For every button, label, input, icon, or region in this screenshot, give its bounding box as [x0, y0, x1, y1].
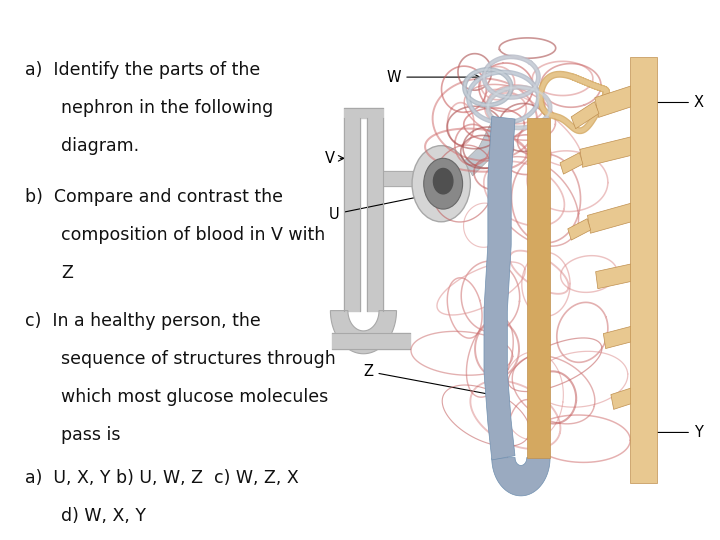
- Text: pass is: pass is: [61, 426, 121, 444]
- Polygon shape: [484, 117, 515, 460]
- Text: Z: Z: [364, 364, 500, 398]
- Circle shape: [433, 168, 453, 194]
- Text: sequence of structures through: sequence of structures through: [61, 350, 336, 368]
- Polygon shape: [492, 457, 550, 496]
- Polygon shape: [568, 219, 590, 240]
- Polygon shape: [630, 57, 657, 483]
- Text: d) W, X, Y: d) W, X, Y: [61, 507, 146, 525]
- Text: a)  U, X, Y b) U, W, Z  c) W, Z, X: a) U, X, Y b) U, W, Z c) W, Z, X: [25, 469, 299, 487]
- Text: nephron in the following: nephron in the following: [61, 99, 274, 117]
- Polygon shape: [603, 323, 644, 348]
- Text: composition of blood in V with: composition of blood in V with: [61, 226, 325, 244]
- Text: a)  Identify the parts of the: a) Identify the parts of the: [25, 61, 261, 79]
- Polygon shape: [560, 153, 583, 174]
- Text: Y: Y: [647, 425, 703, 440]
- Polygon shape: [588, 200, 645, 233]
- Text: b)  Compare and contrast the: b) Compare and contrast the: [25, 188, 283, 206]
- Polygon shape: [464, 118, 505, 176]
- Text: X: X: [624, 95, 704, 110]
- Polygon shape: [611, 384, 645, 409]
- Text: U: U: [328, 193, 430, 221]
- Text: diagram.: diagram.: [61, 137, 140, 155]
- Text: V: V: [325, 151, 344, 166]
- Polygon shape: [595, 83, 645, 117]
- Polygon shape: [580, 134, 644, 167]
- Polygon shape: [330, 310, 397, 354]
- Text: which most glucose molecules: which most glucose molecules: [61, 388, 328, 406]
- Polygon shape: [571, 102, 599, 129]
- Text: W: W: [387, 70, 480, 85]
- Polygon shape: [595, 261, 644, 289]
- Text: c)  In a healthy person, the: c) In a healthy person, the: [25, 312, 261, 330]
- Circle shape: [423, 158, 463, 209]
- Polygon shape: [527, 118, 550, 458]
- Text: Z: Z: [61, 264, 73, 282]
- Circle shape: [412, 146, 470, 222]
